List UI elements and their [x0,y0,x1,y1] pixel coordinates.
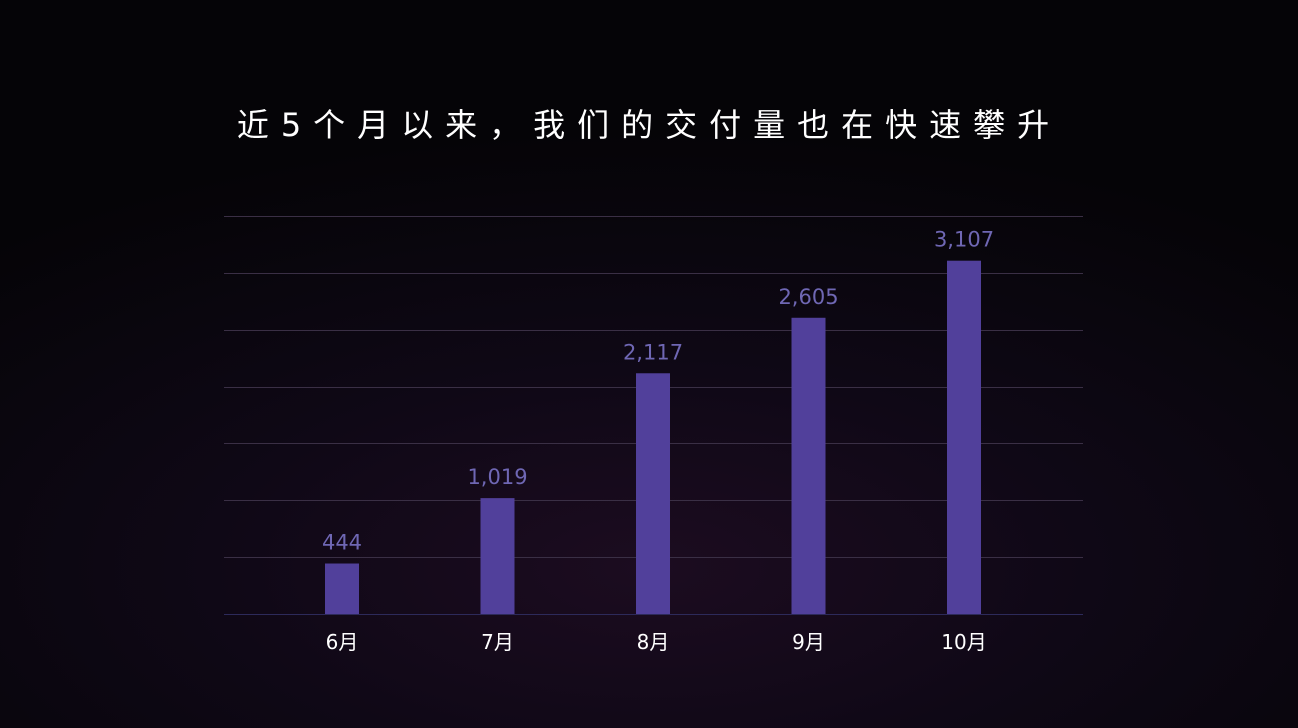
page-title: 近5个月以来，我们的交付量也在快速攀升 [236,106,1062,144]
bar-1 [325,563,359,614]
data-label: 2,117 [623,340,683,364]
bar-3 [636,373,670,614]
x-tick-label: 6月 [326,630,359,654]
x-tick-label: 9月 [792,630,825,654]
bar-4 [791,317,826,614]
x-tick-label: 8月 [637,630,670,654]
data-label: 2,605 [778,285,838,309]
data-label: 444 [322,531,362,555]
bar-2 [480,498,515,614]
x-tick-label: 10月 [941,630,986,654]
x-tick-label: 7月 [481,630,514,654]
bar-5 [947,260,981,614]
data-label: 1,019 [467,465,527,489]
data-label: 3,107 [934,228,994,252]
